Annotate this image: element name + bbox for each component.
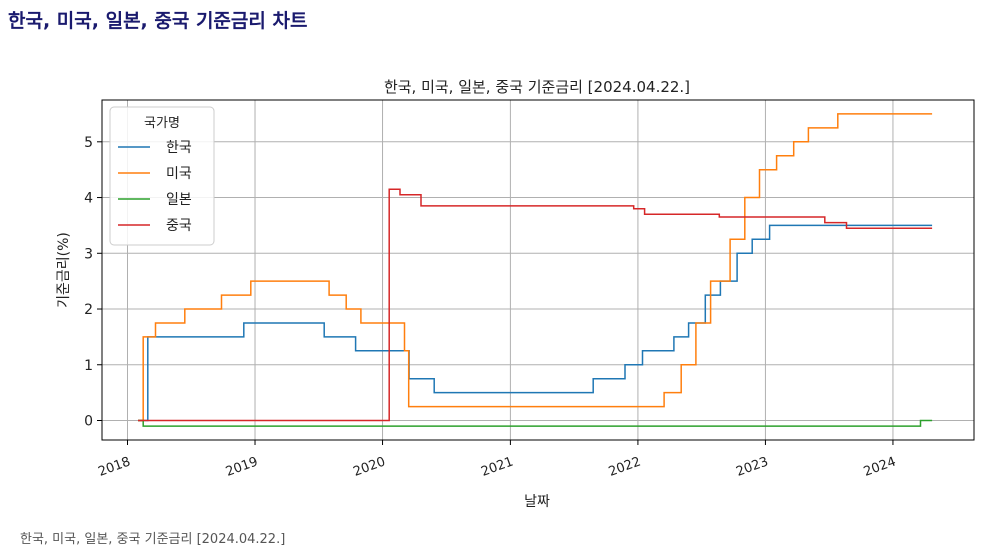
legend-label: 일본 — [166, 192, 192, 208]
x-tick-label: 2020 — [351, 454, 387, 479]
series-line-2 — [138, 419, 933, 427]
figure-caption: 한국, 미국, 일본, 중국 기준금리 [2024.04.22.] — [20, 532, 286, 547]
y-tick-label: 3 — [84, 246, 93, 262]
legend-label: 한국 — [166, 140, 192, 156]
x-axis: 2018 2019 2020 2021 2022 2023 2024 — [96, 440, 898, 480]
y-axis: 0 1 2 3 4 5 — [84, 135, 102, 429]
x-tick-label: 2018 — [96, 454, 132, 479]
y-axis-label: 기준금리(%) — [56, 232, 72, 308]
page-heading: 한국, 미국, 일본, 중국 기준금리 차트 — [8, 10, 308, 32]
y-tick-label: 4 — [84, 191, 93, 207]
legend-label: 중국 — [166, 218, 192, 234]
plot-frame — [101, 99, 975, 441]
x-tick-label: 2023 — [734, 454, 770, 479]
y-tick-label: 5 — [84, 135, 93, 151]
y-tick-label: 1 — [84, 358, 93, 374]
series-line-1 — [138, 113, 933, 422]
legend-label: 미국 — [166, 166, 192, 182]
y-tick-label: 2 — [84, 302, 93, 318]
series-lines — [138, 113, 933, 427]
series-line-3 — [138, 188, 933, 422]
rate-chart: 한국, 미국, 일본, 중국 기준금리 [2024.04.22.] 2018 20… — [56, 78, 975, 510]
x-tick-label: 2022 — [607, 454, 643, 479]
x-tick-label: 2021 — [479, 454, 515, 479]
legend-box — [109, 106, 215, 246]
x-axis-label: 날짜 — [524, 494, 550, 510]
x-tick-label: 2019 — [224, 454, 260, 479]
y-tick-label: 0 — [84, 413, 93, 429]
grid-lines — [102, 100, 974, 440]
x-tick-label: 2024 — [862, 454, 898, 479]
legend-title: 국가명 — [144, 116, 180, 131]
series-line-0 — [138, 224, 933, 422]
chart-title: 한국, 미국, 일본, 중국 기준금리 [2024.04.22.] — [384, 78, 690, 96]
